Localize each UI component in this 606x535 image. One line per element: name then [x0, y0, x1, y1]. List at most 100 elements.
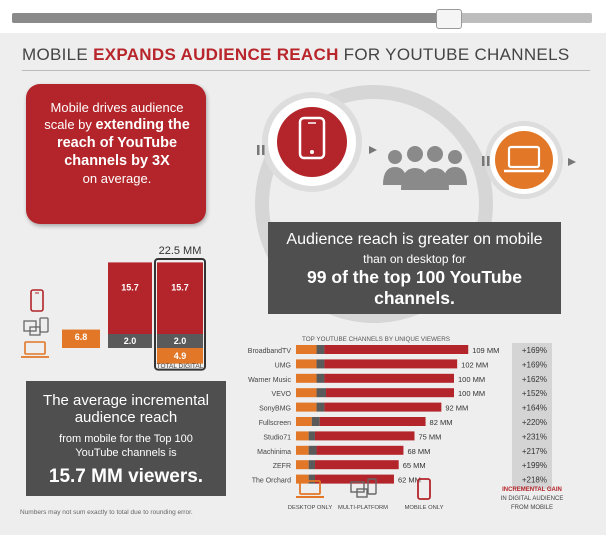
- gain-caption-3: FROM MOBILE: [511, 505, 553, 511]
- bar-desktop: [296, 402, 317, 412]
- channel-name: UMG: [275, 362, 291, 369]
- audience-icon: [383, 146, 467, 190]
- gain-caption-1: INCREMENTAL GAIN: [502, 487, 562, 493]
- callout-line-5: on average.: [82, 171, 152, 186]
- bar-desktop: [296, 417, 312, 426]
- bar-multi: [316, 388, 327, 398]
- legend-multi-label: MULTI-PLATFORM: [338, 505, 388, 511]
- reach-line-2: than on desktop for: [363, 252, 466, 266]
- audience-stack-chart: 6.8 15.7 2.0 15.7 2.0 4.9 22.5 MM TOTAL DIGITAL: [62, 245, 206, 371]
- label-total-multi: 2.0: [174, 336, 187, 346]
- laptop-icon: [504, 145, 544, 173]
- bar-multi: [308, 431, 315, 441]
- bar-multi: [308, 445, 317, 455]
- bar-multi: [308, 460, 315, 470]
- bar-multi-platform: [108, 334, 152, 348]
- channel-gain: +152%: [522, 389, 547, 398]
- channel-gain: +164%: [522, 404, 547, 413]
- bar-multi: [308, 474, 315, 484]
- bar-mobile: [326, 388, 454, 398]
- bar-total-desktop: [157, 348, 203, 364]
- title-emphasis: EXPANDS AUDIENCE REACH: [93, 45, 339, 64]
- bar-mobile: [324, 402, 442, 412]
- incremental-line-3: 15.7 MM viewers.: [48, 466, 204, 487]
- legend-desktop-icon: [296, 480, 324, 498]
- channel-name: BroadbandTV: [248, 348, 292, 355]
- bar-multi: [316, 373, 325, 383]
- channel-name: SonyBMG: [259, 406, 291, 413]
- bar-desktop-only: [62, 329, 100, 348]
- bar-total-multi: [157, 334, 203, 348]
- legend-mobile-icon: [417, 478, 431, 500]
- bar-mobile: [316, 445, 404, 455]
- bar-desktop: [296, 431, 309, 441]
- callout-line-2: scale by extending the: [44, 117, 190, 133]
- channel-total: 82 MM: [430, 418, 453, 427]
- channel-total: 100 MM: [458, 375, 485, 384]
- pause-marker-icon-2: [482, 156, 490, 166]
- channel-total: 65 MM: [403, 461, 426, 470]
- page-title: MOBILE EXPANDS AUDIENCE REACH FOR YOUTUB…: [22, 45, 569, 65]
- pause-marker-icon: [257, 145, 265, 155]
- title-part-2: FOR YOUTUBE CHANNELS: [338, 45, 570, 64]
- legend-mobile-label: MOBILE ONLY: [405, 505, 444, 511]
- channel-total: 102 MM: [461, 360, 488, 369]
- callout-line-1: Mobile drives audience: [50, 100, 184, 115]
- channel-gain: +220%: [522, 418, 547, 427]
- channel-gain: +218%: [522, 476, 547, 485]
- bar-mobile: [314, 431, 415, 441]
- label-total-desktop: 4.9: [174, 351, 187, 361]
- bar-multi: [316, 402, 325, 412]
- bar-mobile: [324, 359, 458, 369]
- mobile-drives-text: Mobile drives audience scale by extendin…: [34, 99, 200, 187]
- label-multi-platform: 2.0: [124, 336, 137, 346]
- reach-line-1: Audience reach is greater on mobile: [286, 231, 543, 248]
- channel-chart-title: TOP YOUTUBE CHANNELS BY UNIQUE VIEWERS: [302, 336, 450, 343]
- incremental-line-1: The average incremental audience reach: [43, 392, 209, 426]
- channel-total: 109 MM: [472, 346, 499, 355]
- bar-desktop: [296, 373, 317, 383]
- legend-desktop-label: DESKTOP ONLY: [288, 505, 333, 511]
- channel-total: 68 MM: [407, 447, 430, 456]
- legend-multi-platform-icon: [350, 478, 377, 498]
- channel-name: Fullscreen: [259, 420, 291, 427]
- channel-gain: +231%: [522, 432, 547, 441]
- bar-desktop: [296, 345, 317, 354]
- bar-mobile-only: [108, 262, 152, 334]
- bar-desktop: [296, 359, 317, 369]
- channel-gain: +217%: [522, 447, 547, 456]
- total-outline: [154, 258, 206, 371]
- label-total-digital: TOTAL DIGITAL: [157, 363, 204, 370]
- channel-total: 100 MM: [458, 389, 485, 398]
- label-mobile-only: 15.7: [121, 282, 139, 292]
- footnote: Numbers may not sum exactly to total due…: [20, 509, 193, 516]
- slider-handle[interactable]: [436, 9, 462, 29]
- bar-mobile: [319, 417, 426, 426]
- reach-line-3: 99 of the top 100 YouTube channels.: [307, 267, 522, 308]
- play-arrow-icon-2: [568, 158, 576, 166]
- slider-fill: [12, 13, 442, 23]
- bar-desktop: [296, 474, 309, 484]
- channel-total: 62 MM: [398, 476, 421, 485]
- incremental-line-2: from mobile for the Top 100 YouTube chann…: [59, 433, 193, 459]
- bar-mobile: [324, 345, 469, 354]
- channel-name: The Orchard: [252, 478, 291, 485]
- multi-platform-icon: [23, 317, 49, 336]
- channel-name: Machinima: [257, 449, 291, 456]
- reach-callout: [268, 222, 561, 314]
- bar-multi: [316, 345, 325, 354]
- channel-bar-chart: TOP YOUTUBE CHANNELS BY UNIQUE VIEWERS Br…: [248, 336, 564, 511]
- label-desktop-only: 6.8: [75, 332, 88, 342]
- title-part-1: MOBILE: [22, 45, 94, 64]
- label-total-digital-value: 22.5 MM: [159, 245, 202, 257]
- incremental-callout: [26, 381, 226, 496]
- channel-name: VEVO: [272, 391, 292, 398]
- bar-desktop: [296, 388, 317, 398]
- gain-column: [512, 343, 552, 489]
- desktop-device-icon: [21, 341, 49, 358]
- desktop-circle-fill: [495, 131, 553, 189]
- bar-mobile: [314, 460, 399, 470]
- bar-mobile: [324, 373, 454, 383]
- channel-total: 75 MM: [419, 432, 442, 441]
